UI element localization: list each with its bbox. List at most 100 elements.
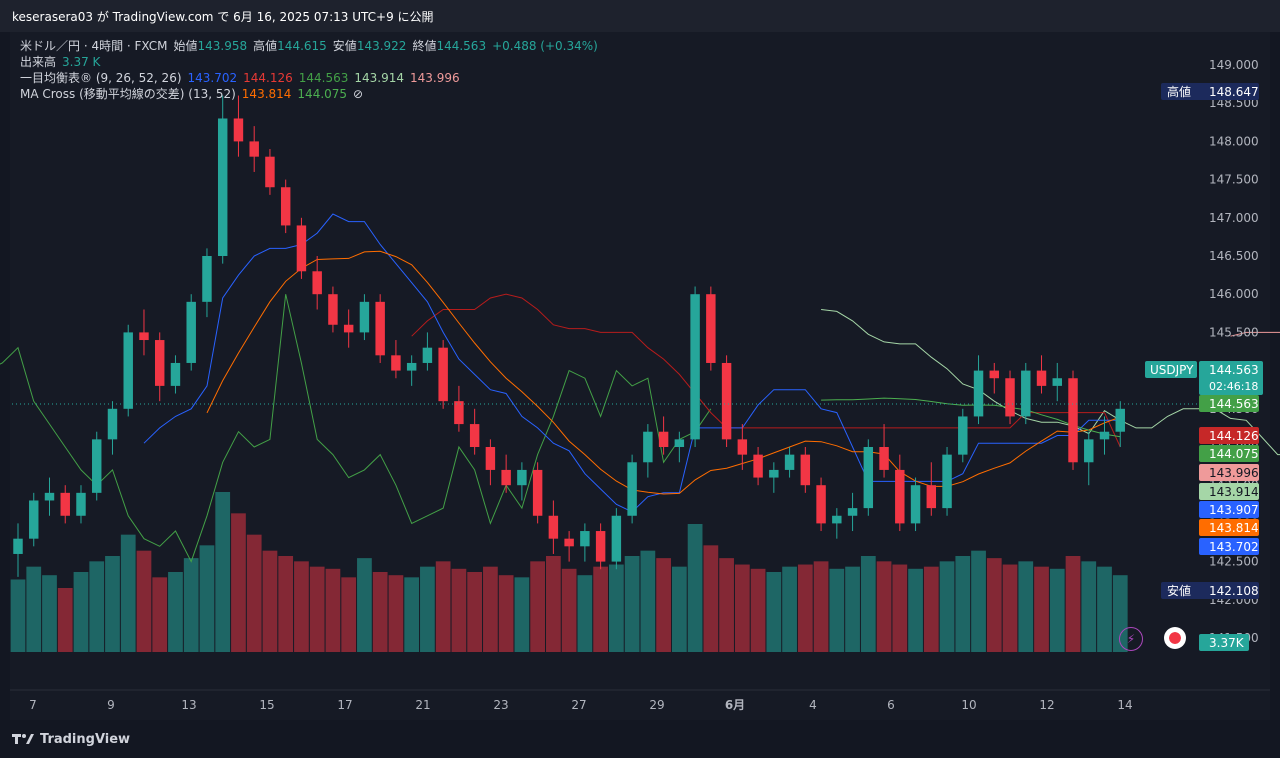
- low-value: 143.922: [356, 39, 407, 53]
- time-tick-label: 10: [961, 698, 976, 712]
- candle-body: [989, 370, 1000, 379]
- candle-body: [217, 118, 228, 256]
- record-icon[interactable]: [1164, 627, 1186, 649]
- volume-bar: [1081, 561, 1097, 652]
- candle-body: [359, 301, 370, 333]
- time-tick-label: 12: [1039, 698, 1054, 712]
- ichimoku-span-a: [821, 309, 1280, 456]
- symbol-label[interactable]: 米ドル／円 · 4時間 · FXCM: [20, 39, 168, 53]
- candle-body: [910, 485, 921, 524]
- time-tick-label: 7: [29, 698, 37, 712]
- low-tag-box: [1161, 582, 1259, 599]
- high-tag-box: [1161, 83, 1259, 100]
- price-tag-box: [1199, 538, 1259, 555]
- volume-bar: [813, 561, 829, 652]
- volume-bar: [467, 572, 483, 652]
- candle-body: [454, 401, 464, 425]
- candle-body: [942, 454, 952, 509]
- lightning-icon[interactable]: ⚡: [1119, 627, 1143, 651]
- volume-bar: [719, 558, 734, 652]
- volume-bar: [1018, 561, 1034, 652]
- legend-ma-row: MA Cross (移動平均線の交差) (13, 52) 143.814 144…: [20, 86, 604, 102]
- tradingview-logo[interactable]: TradingView: [12, 732, 130, 747]
- open-value: 143.958: [197, 39, 248, 53]
- candle-body: [706, 294, 716, 363]
- hidden-icon[interactable]: ⊘: [353, 87, 364, 101]
- volume-bar: [782, 566, 797, 652]
- price-tag-text: 143.914: [1209, 485, 1259, 499]
- candle-body: [154, 340, 165, 386]
- volume-bar: [1002, 564, 1018, 652]
- candle-body: [721, 362, 732, 440]
- volume-bar: [105, 556, 120, 652]
- volume-bar: [136, 550, 152, 652]
- candle-body: [548, 515, 559, 539]
- candle-body: [1115, 408, 1125, 432]
- volume-tag-box: [1199, 634, 1249, 651]
- candle-body: [438, 347, 448, 402]
- candle-body: [674, 439, 685, 447]
- candle-body: [816, 485, 826, 524]
- volume-bar: [546, 556, 561, 652]
- candle-body: [627, 462, 637, 516]
- candle-body: [879, 447, 889, 470]
- volume-bar: [483, 566, 498, 652]
- candle-body: [186, 301, 196, 363]
- close-label: 終値: [412, 39, 437, 53]
- price-tag-text: 143.907: [1209, 503, 1259, 517]
- volume-bar: [26, 566, 42, 652]
- volume-bar: [514, 577, 530, 652]
- time-tick-label: 17: [337, 698, 352, 712]
- symbol-tag-label: USDJPY: [1150, 363, 1194, 377]
- candle-body: [265, 156, 275, 188]
- price-tag-text: 143.702: [1209, 540, 1259, 554]
- volume-bar: [687, 524, 703, 652]
- volume-bar: [561, 568, 577, 652]
- low-tag-label: 安値: [1167, 583, 1191, 598]
- volume-bar: [435, 561, 451, 652]
- volume-bar: [341, 577, 357, 652]
- time-tick-label: 29: [649, 698, 664, 712]
- candle-body: [1084, 439, 1094, 463]
- kijun-value: 144.126: [243, 71, 293, 85]
- price-tag-box: [1199, 445, 1259, 462]
- price-tick-label: 145.500: [1209, 325, 1259, 339]
- candle-body: [107, 408, 118, 440]
- time-tick-label: 6月: [725, 698, 745, 712]
- volume-bar: [845, 566, 860, 652]
- candle-body: [296, 225, 307, 272]
- price-tick-label: 146.500: [1209, 249, 1259, 263]
- price-tick-label: 148.000: [1209, 134, 1259, 148]
- volume-tag-value: 3.37K: [1209, 636, 1245, 650]
- candle-body: [123, 332, 133, 409]
- ma-cross-label[interactable]: MA Cross (移動平均線の交差) (13, 52): [20, 87, 236, 101]
- volume-bar: [183, 558, 199, 652]
- volume-bar: [1049, 568, 1065, 652]
- price-tick-label: 147.000: [1209, 211, 1259, 225]
- volume-bar: [73, 572, 89, 652]
- volume-bar: [640, 550, 656, 652]
- candle-body: [202, 256, 212, 302]
- volume-label[interactable]: 出来高: [20, 55, 57, 69]
- publish-title: keserasera03 が TradingView.com で 6月 16, …: [12, 9, 434, 24]
- candle-body: [249, 141, 259, 157]
- span-a-value: 143.914: [354, 71, 405, 85]
- high-value: 144.615: [277, 39, 327, 53]
- candle-body: [1005, 378, 1015, 417]
- volume-bar: [734, 564, 750, 652]
- candle-body: [501, 469, 511, 486]
- volume-bar: [971, 550, 986, 652]
- candle-body: [233, 118, 244, 142]
- volume-bar: [199, 545, 215, 652]
- volume-bar: [703, 545, 719, 652]
- chart-legend: 米ドル／円 · 4時間 · FXCM 始値 143.958 高値 144.615 安…: [20, 38, 604, 102]
- price-tag-box: [1199, 483, 1259, 500]
- candle-body: [92, 439, 102, 493]
- candle-body: [595, 531, 606, 562]
- ma-fast-value: 143.814: [241, 87, 292, 101]
- volume-bar: [939, 561, 955, 652]
- ichimoku-label[interactable]: 一目均衡表® (9, 26, 52, 26): [20, 71, 182, 85]
- low-tag-value: 142.108: [1209, 584, 1259, 598]
- volume-bar: [1065, 556, 1081, 652]
